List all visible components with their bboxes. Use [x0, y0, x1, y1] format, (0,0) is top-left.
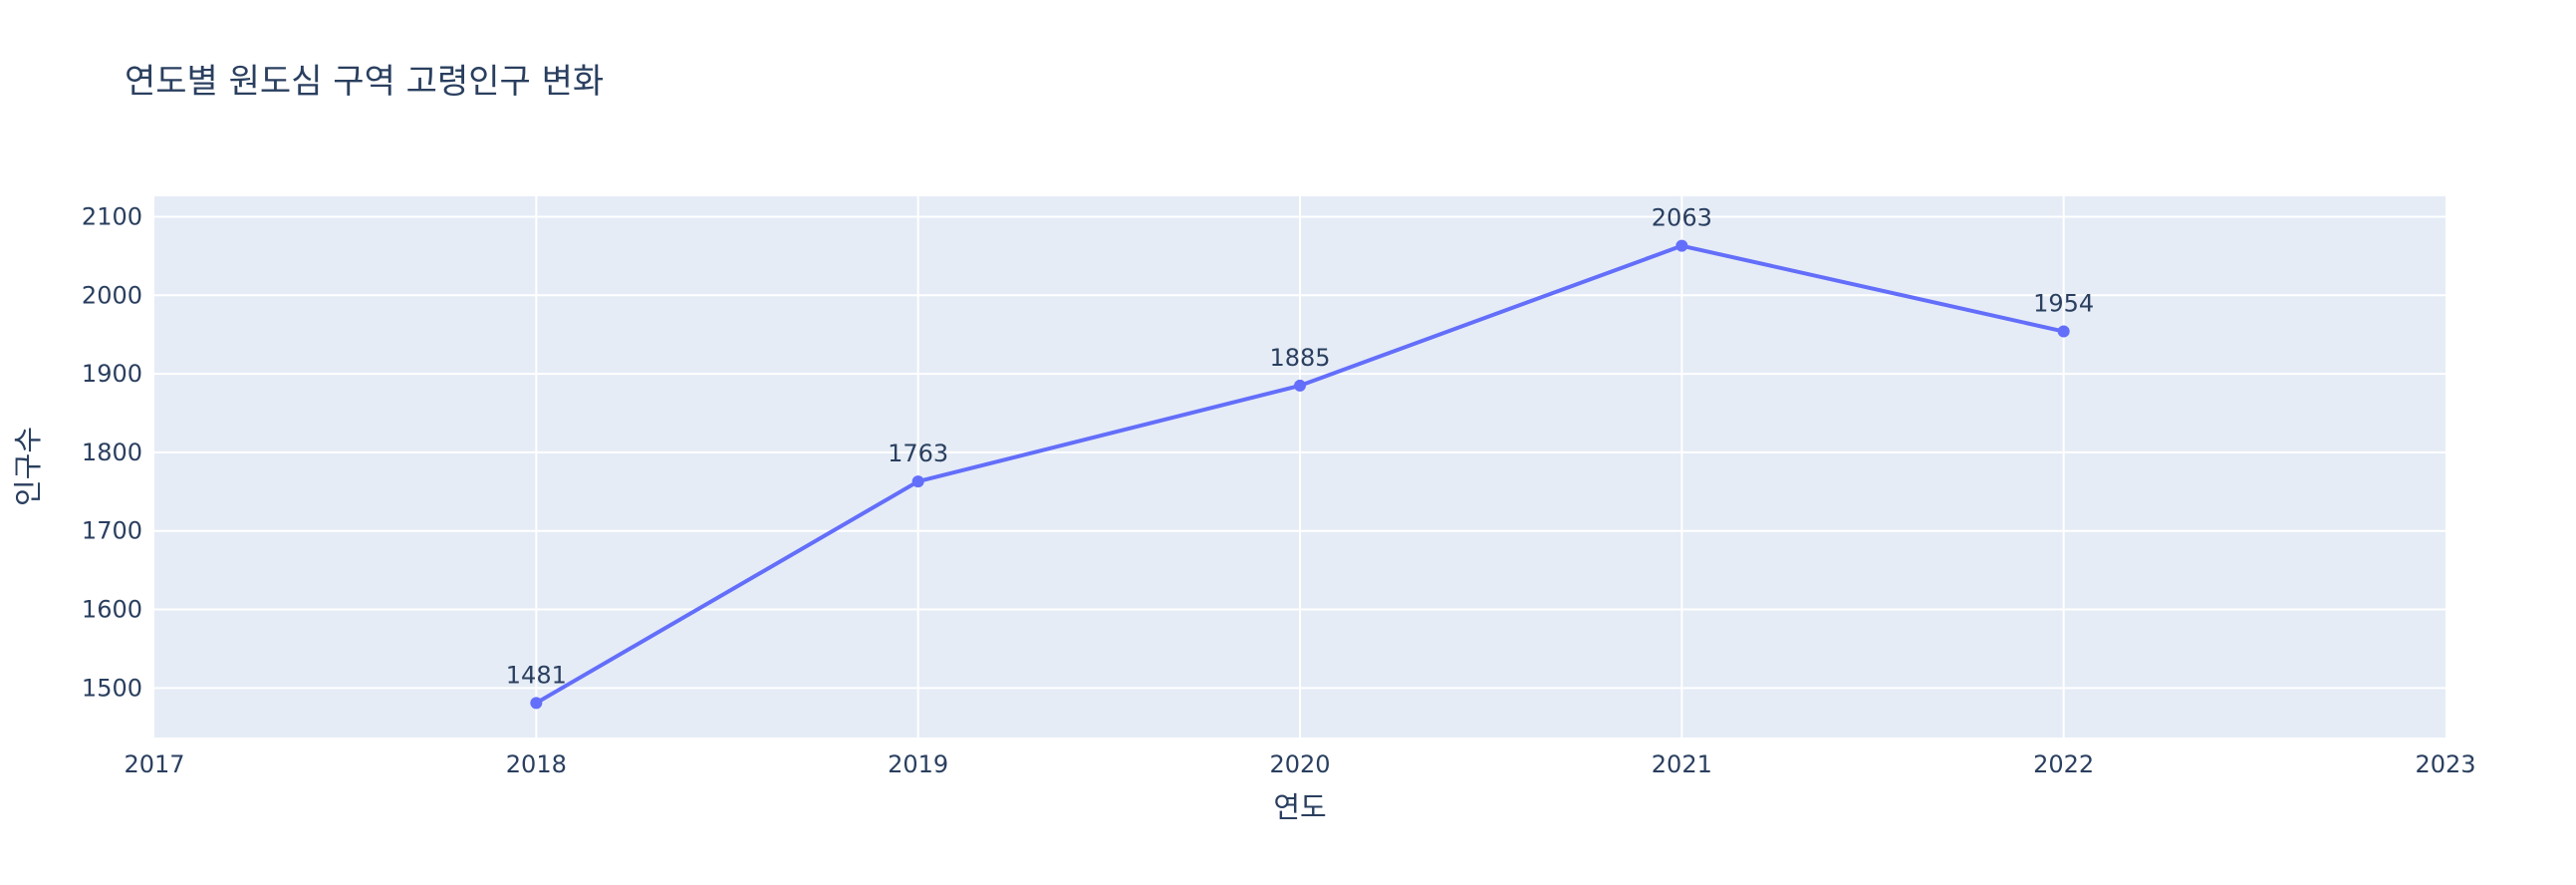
y-tick-label: 1600 [82, 596, 142, 624]
data-label: 1954 [2033, 290, 2094, 318]
data-point[interactable] [530, 697, 543, 710]
x-tick-label: 2021 [1652, 750, 1712, 778]
data-point[interactable] [2057, 325, 2070, 338]
x-tick-label: 2019 [888, 750, 948, 778]
x-tick-label: 2017 [124, 750, 184, 778]
data-label: 1885 [1269, 344, 1330, 372]
series-group [530, 239, 2070, 710]
y-axis-ticks: 1500 1600 1700 1800 1900 2000 2100 [82, 202, 142, 702]
x-gridlines [535, 196, 2065, 738]
x-axis-ticks: 2017 2018 2019 2020 2021 2022 2023 [124, 750, 2475, 778]
x-tick-label: 2023 [2415, 750, 2475, 778]
chart-title: 연도별 원도심 구역 고령인구 변화 [125, 62, 604, 102]
x-axis-title: 연도 [1273, 790, 1326, 824]
data-label: 1481 [506, 661, 567, 689]
y-tick-label: 2000 [82, 281, 142, 309]
data-point[interactable] [1675, 239, 1688, 252]
data-point[interactable] [1294, 379, 1306, 392]
y-tick-label: 1900 [82, 360, 142, 388]
y-tick-label: 1500 [82, 674, 142, 702]
data-label: 1763 [888, 440, 948, 467]
y-tick-label: 2100 [82, 202, 142, 230]
data-labels: 1481 1763 1885 2063 1954 [506, 204, 2094, 690]
data-label: 2063 [1652, 204, 1712, 232]
x-tick-label: 2020 [1269, 750, 1330, 778]
y-axis-title: 인구수 [11, 427, 45, 506]
y-tick-label: 1700 [82, 517, 142, 545]
x-tick-label: 2018 [506, 750, 567, 778]
y-tick-label: 1800 [82, 439, 142, 466]
x-tick-label: 2022 [2033, 750, 2094, 778]
data-point[interactable] [911, 475, 924, 488]
